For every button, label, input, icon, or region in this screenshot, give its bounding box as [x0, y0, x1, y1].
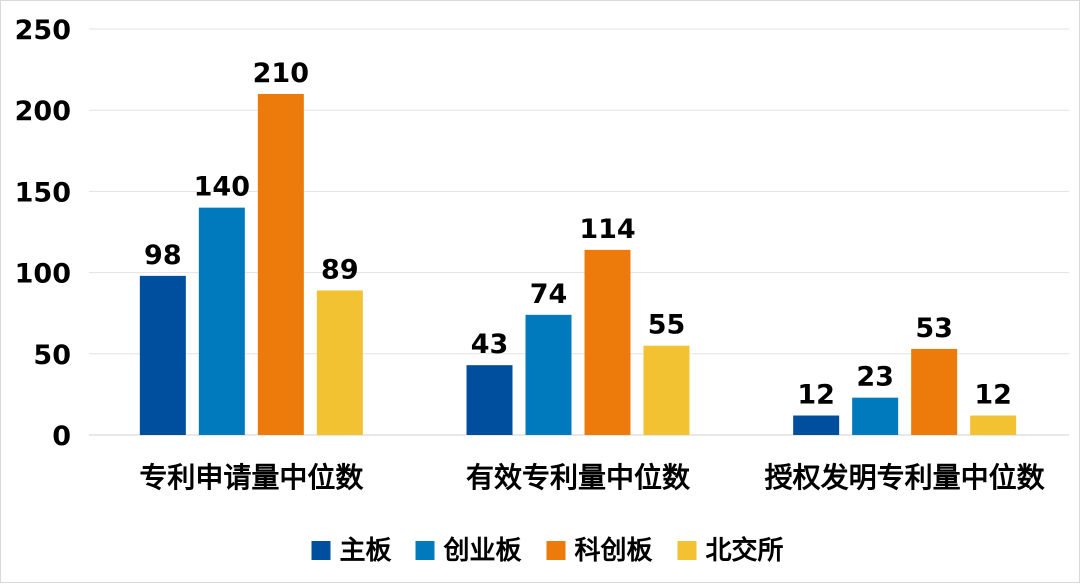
- category-labels: 专利申请量中位数 有效专利量中位数 授权发明专利量中位数: [139, 461, 1045, 494]
- legend-label: 主板: [340, 536, 392, 566]
- bar: [793, 415, 840, 435]
- bar: [316, 290, 363, 435]
- legend-swatch: [311, 541, 331, 560]
- data-label: 210: [253, 58, 309, 89]
- data-labels: 98 140 210 89 43 74 114 55 12 23 53 12: [144, 58, 1012, 411]
- y-tick-label: 250: [15, 15, 71, 46]
- legend-swatch: [677, 541, 697, 560]
- data-label: 43: [471, 329, 509, 360]
- bars: [139, 93, 1017, 436]
- bar: [198, 207, 245, 435]
- y-tick-label: 150: [15, 177, 71, 208]
- legend-swatch: [415, 541, 435, 560]
- bar: [911, 348, 958, 435]
- bar: [852, 397, 899, 435]
- category-label: 有效专利量中位数: [466, 461, 691, 494]
- bar: [525, 314, 572, 435]
- data-label: 140: [194, 172, 250, 203]
- bar: [643, 345, 690, 435]
- data-label: 12: [974, 380, 1012, 411]
- gridlines: [89, 28, 1069, 436]
- legend-swatch: [546, 541, 566, 560]
- legend-label: 创业板: [443, 536, 522, 566]
- bar: [466, 365, 513, 435]
- bar: [139, 275, 186, 435]
- bar: [584, 249, 631, 435]
- legend-label: 科创板: [575, 536, 653, 566]
- data-label: 114: [579, 214, 635, 245]
- data-label: 98: [144, 240, 182, 271]
- y-tick-label: 200: [15, 96, 71, 127]
- data-label: 74: [530, 279, 568, 310]
- y-axis-ticks: 0 50 100 150 200 250: [15, 15, 71, 452]
- data-label: 55: [648, 310, 686, 341]
- bar: [257, 93, 304, 436]
- data-label: 53: [915, 313, 953, 344]
- legend-label: 北交所: [706, 535, 784, 566]
- y-tick-label: 0: [52, 421, 71, 452]
- y-tick-label: 100: [15, 259, 71, 290]
- data-label: 89: [321, 254, 359, 285]
- legend: 主板 创业板 科创板 北交所: [311, 535, 784, 566]
- data-label: 12: [797, 380, 835, 411]
- bar: [970, 415, 1017, 435]
- category-label: 专利申请量中位数: [139, 461, 364, 494]
- y-tick-label: 50: [33, 340, 71, 371]
- category-label: 授权发明专利量中位数: [765, 461, 1046, 494]
- data-label: 23: [856, 362, 894, 393]
